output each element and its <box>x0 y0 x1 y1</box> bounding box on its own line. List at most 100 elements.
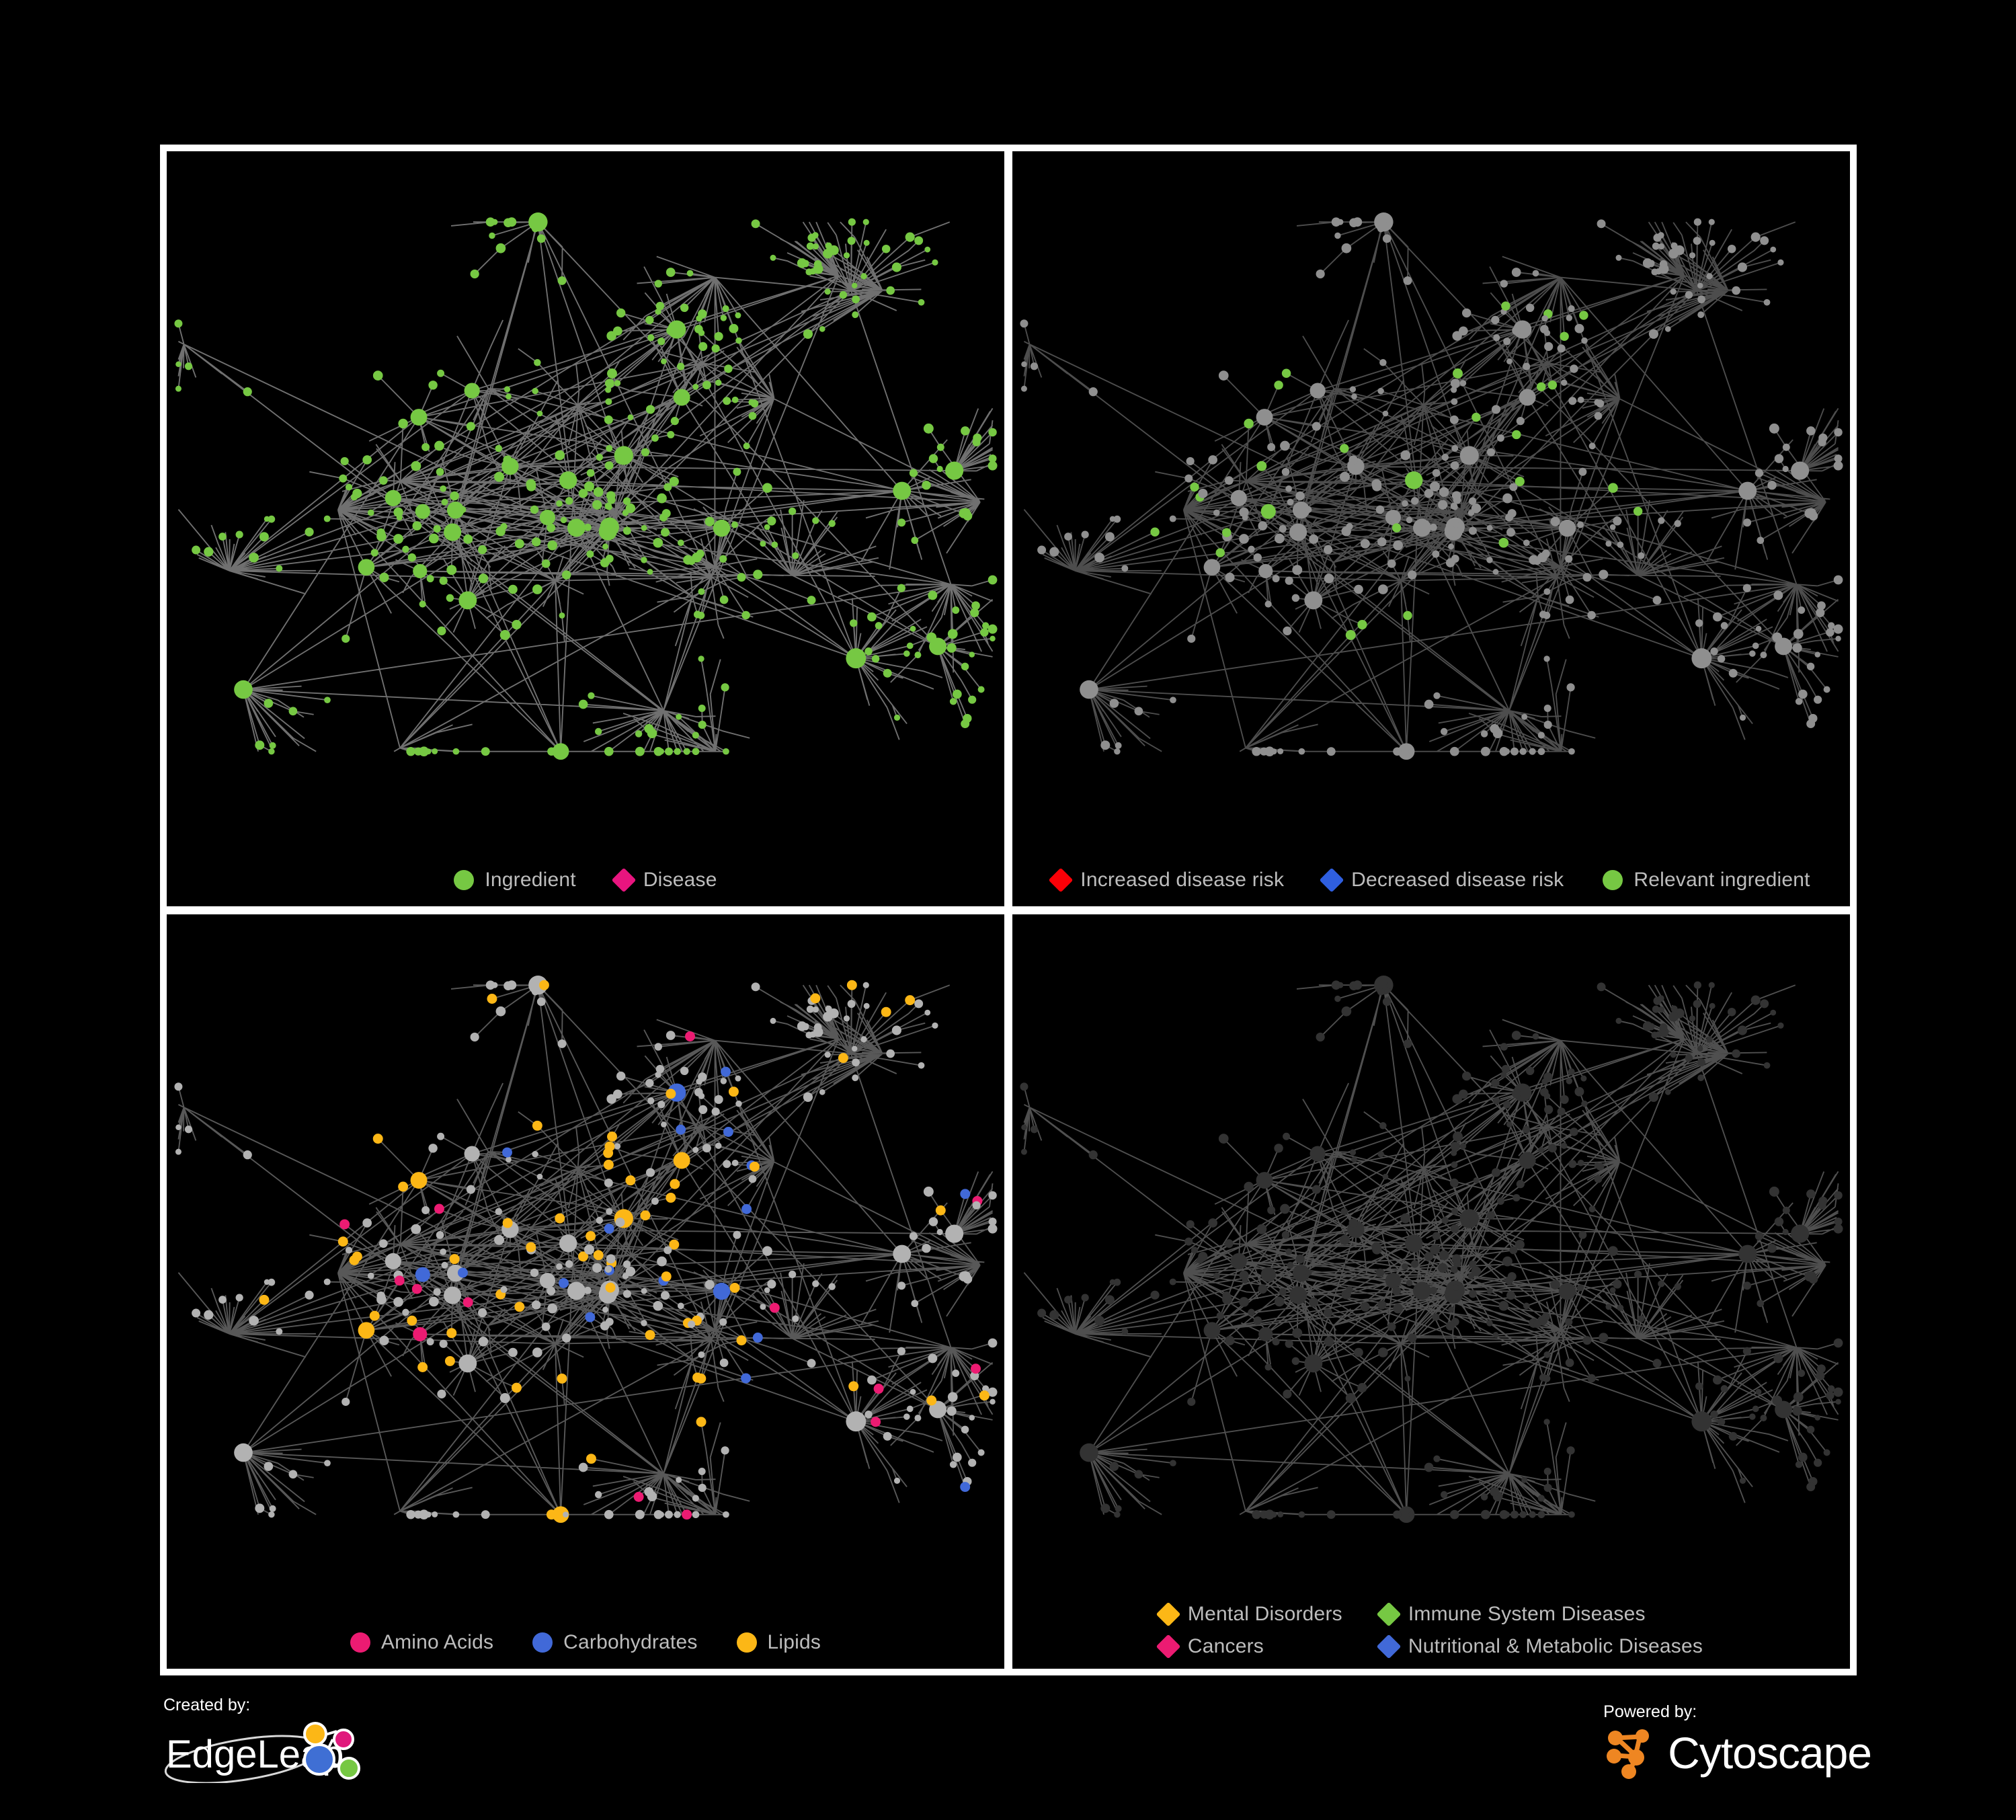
network-node-circle[interactable] <box>502 1218 513 1228</box>
network-node-circle[interactable] <box>1537 731 1545 739</box>
network-node-circle[interactable] <box>1568 305 1575 313</box>
network-node-circle[interactable] <box>1691 1411 1712 1431</box>
network-node-circle[interactable] <box>437 626 446 635</box>
network-node-circle[interactable] <box>1208 1218 1218 1228</box>
network-node-circle[interactable] <box>415 504 430 519</box>
network-node-circle[interactable] <box>1578 467 1587 476</box>
network-node-circle[interactable] <box>1037 1308 1047 1318</box>
network-node-circle[interactable] <box>1695 1382 1703 1390</box>
network-node-circle[interactable] <box>393 1296 403 1307</box>
network-node-circle[interactable] <box>696 1373 707 1384</box>
network-node-circle[interactable] <box>704 1279 715 1290</box>
network-node-circle[interactable] <box>508 1347 518 1357</box>
network-node-circle[interactable] <box>1693 218 1701 226</box>
network-node-circle[interactable] <box>1537 1510 1545 1518</box>
network-node-circle[interactable] <box>1203 1321 1221 1339</box>
network-node-circle[interactable] <box>402 545 409 553</box>
network-node-circle[interactable] <box>1348 1218 1358 1228</box>
network-node-circle[interactable] <box>1445 558 1455 567</box>
network-node-circle[interactable] <box>1430 481 1440 492</box>
network-node-circle[interactable] <box>1536 382 1546 392</box>
network-node-circle[interactable] <box>1440 727 1448 736</box>
network-node-circle[interactable] <box>1720 1384 1728 1392</box>
network-node-circle[interactable] <box>828 1282 836 1290</box>
network-node-circle[interactable] <box>393 507 403 517</box>
network-node-circle[interactable] <box>175 385 182 392</box>
network-node-circle[interactable] <box>1674 520 1681 527</box>
network-node-circle[interactable] <box>1020 1082 1029 1091</box>
network-node-circle[interactable] <box>464 383 480 399</box>
network-node-circle[interactable] <box>871 1416 881 1427</box>
network-node-circle[interactable] <box>1410 497 1419 505</box>
network-node-circle[interactable] <box>1750 995 1761 1005</box>
network-node-circle[interactable] <box>436 468 444 476</box>
network-node-circle[interactable] <box>1289 1286 1307 1304</box>
network-node-circle[interactable] <box>1256 1171 1273 1189</box>
network-node-circle[interactable] <box>1281 468 1290 476</box>
network-node-circle[interactable] <box>988 1217 997 1226</box>
network-node-circle[interactable] <box>367 1272 374 1279</box>
network-node-circle[interactable] <box>914 236 924 245</box>
network-node-circle[interactable] <box>1806 1189 1816 1199</box>
network-node-circle[interactable] <box>1580 1075 1587 1082</box>
network-node-circle[interactable] <box>1523 1302 1530 1309</box>
network-node-circle[interactable] <box>893 1477 901 1484</box>
network-node-circle[interactable] <box>669 1239 680 1250</box>
network-canvas-2[interactable] <box>1012 151 1850 906</box>
network-node-circle[interactable] <box>1341 243 1352 253</box>
network-node-circle[interactable] <box>1379 359 1387 366</box>
network-node-circle[interactable] <box>770 1017 776 1024</box>
network-node-circle[interactable] <box>1239 1296 1249 1307</box>
network-node-circle[interactable] <box>269 742 276 749</box>
network-node-circle[interactable] <box>851 1045 858 1052</box>
network-node-circle[interactable] <box>1498 537 1509 548</box>
network-node-circle[interactable] <box>604 1141 615 1152</box>
network-node-circle[interactable] <box>1817 601 1826 610</box>
network-node-circle[interactable] <box>1468 497 1477 505</box>
network-node-circle[interactable] <box>1755 469 1764 477</box>
network-node-circle[interactable] <box>419 600 426 608</box>
network-node-circle[interactable] <box>1693 237 1701 245</box>
network-node-circle[interactable] <box>905 994 916 1005</box>
network-node-circle[interactable] <box>1309 1297 1319 1307</box>
network-node-circle[interactable] <box>1393 540 1404 551</box>
network-node-circle[interactable] <box>1340 1208 1348 1215</box>
network-node-circle[interactable] <box>715 1142 722 1149</box>
network-node-circle[interactable] <box>1708 219 1715 225</box>
network-node-circle[interactable] <box>1453 1283 1459 1291</box>
network-node-circle[interactable] <box>952 1369 960 1377</box>
network-node-circle[interactable] <box>1774 454 1784 463</box>
network-node-circle[interactable] <box>1670 1051 1677 1058</box>
network-node-circle[interactable] <box>698 1092 705 1099</box>
network-node-circle[interactable] <box>1393 1509 1402 1519</box>
network-node-circle[interactable] <box>385 489 401 506</box>
network-node-circle[interactable] <box>345 483 353 491</box>
network-node-circle[interactable] <box>603 1159 614 1170</box>
network-node-circle[interactable] <box>305 527 314 537</box>
network-node-circle[interactable] <box>971 1363 981 1374</box>
network-node-circle[interactable] <box>1104 1294 1115 1304</box>
network-node-circle[interactable] <box>340 457 349 466</box>
network-node-circle[interactable] <box>819 1089 825 1095</box>
network-node-circle[interactable] <box>547 1303 558 1314</box>
network-node-circle[interactable] <box>819 325 825 332</box>
network-node-circle[interactable] <box>494 471 505 482</box>
network-node-circle[interactable] <box>616 1071 626 1080</box>
network-node-circle[interactable] <box>1659 1023 1668 1031</box>
network-node-circle[interactable] <box>174 319 183 328</box>
network-node-circle[interactable] <box>729 1282 740 1293</box>
network-node-circle[interactable] <box>1834 1217 1843 1226</box>
network-node-circle[interactable] <box>417 1361 428 1372</box>
network-node-circle[interactable] <box>1190 482 1199 492</box>
network-node-circle[interactable] <box>664 1510 673 1519</box>
network-node-circle[interactable] <box>1818 1201 1826 1210</box>
legend-item-mental-disorders[interactable]: Mental Disorders <box>1156 1601 1342 1627</box>
network-node-circle[interactable] <box>1581 337 1588 344</box>
network-node-circle[interactable] <box>491 219 498 225</box>
network-node-circle[interactable] <box>556 500 563 507</box>
network-node-circle[interactable] <box>1638 552 1645 559</box>
network-node-circle[interactable] <box>828 520 836 527</box>
network-node-circle[interactable] <box>843 252 850 259</box>
network-node-circle[interactable] <box>557 1373 567 1384</box>
network-node-circle[interactable] <box>1020 1148 1027 1155</box>
